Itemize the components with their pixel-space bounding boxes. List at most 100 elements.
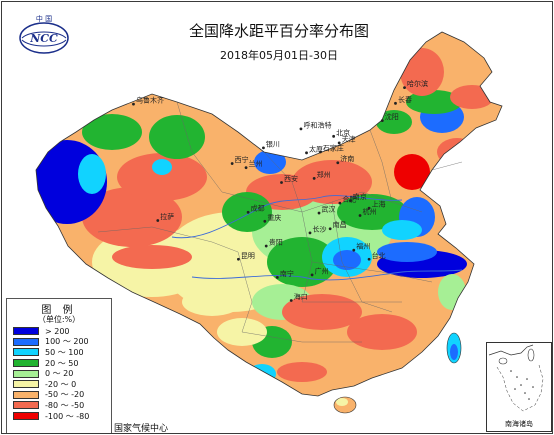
city-marker (332, 134, 336, 138)
legend-swatch (13, 412, 39, 421)
legend-swatch (13, 348, 39, 357)
city-marker (264, 244, 268, 248)
city-label: 杭州 (363, 207, 377, 216)
legend-range-label: -100 ～ -80 (45, 411, 90, 421)
city-label: 济南 (340, 154, 354, 163)
city-marker (348, 199, 352, 203)
city-label: 西安 (284, 174, 298, 183)
city-label: 哈尔滨 (407, 79, 428, 88)
city-label: 太原 (309, 144, 323, 153)
city-marker (289, 299, 293, 302)
legend-row: -50 ～ -20 (13, 390, 89, 401)
city-marker (319, 150, 322, 154)
city-label: 南昌 (333, 220, 347, 229)
city-marker (230, 162, 234, 165)
city-marker (262, 146, 265, 150)
city-label: 长春 (398, 95, 412, 104)
city-label: 乌鲁木齐 (136, 96, 164, 105)
city-label: 海口 (294, 292, 308, 301)
city-marker (312, 177, 316, 180)
legend-range-label: 20 ～ 50 (45, 358, 79, 368)
city-marker (308, 231, 312, 235)
city-label: 银川 (266, 139, 280, 148)
legend-range-label: 50 ～ 100 (45, 347, 84, 357)
city-marker (367, 257, 371, 261)
city-marker (336, 161, 340, 165)
city-marker (328, 227, 332, 231)
city-marker (394, 101, 397, 105)
city-marker (246, 210, 250, 214)
city-label: 长沙 (313, 224, 327, 233)
city-label: 台北 (372, 251, 386, 260)
city-marker (299, 127, 303, 131)
city-marker (317, 211, 321, 215)
legend-swatch (13, 369, 39, 378)
legend-swatch (13, 390, 39, 399)
city-label: 拉萨 (160, 212, 174, 221)
city-label: 贵阳 (269, 238, 283, 247)
legend-row: -80 ～ -50 (13, 400, 89, 411)
city-label: 武汉 (322, 205, 336, 214)
city-marker (305, 151, 308, 155)
city-label: 郑州 (317, 171, 331, 179)
city-label: 成都 (251, 204, 265, 213)
city-label: 天津 (342, 135, 356, 143)
city-label: 南宁 (280, 269, 294, 278)
logo-top-text: 中 国 (36, 14, 52, 23)
city-label: 上海 (372, 200, 386, 209)
city-label: 重庆 (267, 213, 281, 222)
city-marker (403, 86, 406, 90)
city-marker (338, 201, 342, 205)
city-marker (358, 214, 362, 217)
legend-range-label: -80 ～ -50 (45, 400, 85, 410)
rivers (171, 195, 463, 281)
credit-text: 国家气候中心 (114, 424, 169, 434)
legend-row: 0 ～ 20 (13, 368, 89, 379)
city-label: 合肥 (342, 195, 356, 204)
city-label: 西宁 (235, 155, 249, 164)
city-label: 北京 (336, 128, 350, 137)
legend-row: 20 ～ 50 (13, 358, 89, 369)
city-marker (275, 276, 279, 279)
city-label: 昆明 (241, 252, 255, 260)
city-label: 沈阳 (385, 112, 399, 121)
city-label: 兰州 (249, 159, 263, 168)
legend-swatch (13, 380, 39, 389)
legend-unit: （单位:%） (37, 315, 81, 324)
legend-row: 100 ～ 200 (13, 337, 89, 348)
legend-row: > 200 (13, 326, 89, 337)
china-border (35, 31, 503, 397)
inset-map (488, 344, 544, 412)
logo-initials: NCC (29, 32, 58, 45)
hainan-island (333, 396, 357, 414)
city-label: 广州 (315, 266, 329, 275)
city-marker (367, 206, 371, 210)
ncc-logo: 中 国 NCC (19, 14, 69, 54)
legend-row: 50 ～ 100 (13, 347, 89, 358)
city-marker (380, 119, 384, 123)
city-label: 石家庄 (323, 144, 344, 153)
province-boundaries (97, 101, 463, 343)
city-label: 南京 (353, 192, 367, 201)
city-marker (132, 102, 135, 106)
legend-row: -100 ～ -80 (13, 411, 89, 422)
city-marker (310, 273, 314, 277)
city-label: 呼和浩特 (303, 120, 331, 129)
city-marker (352, 248, 356, 252)
city-marker (263, 219, 267, 223)
taiwan-island (446, 332, 462, 364)
city-label: 福州 (356, 242, 370, 251)
legend-list: > 200 100 ～ 200 50 ～ 100 20 ～ 50 0 ～ 20 -20 ～… (13, 326, 89, 421)
city-marker (156, 219, 160, 222)
city-marker (237, 257, 240, 261)
legend-title: 图 例 (41, 305, 77, 316)
legend-swatch (13, 401, 39, 410)
legend-range-label: > 200 (45, 326, 70, 336)
inset-label: 南海诸岛 (505, 420, 533, 428)
legend-range-label: 0 ～ 20 (45, 369, 74, 379)
legend-range-label: -20 ～ 0 (45, 379, 77, 389)
legend-swatch (13, 359, 39, 368)
city-marker (337, 141, 341, 145)
